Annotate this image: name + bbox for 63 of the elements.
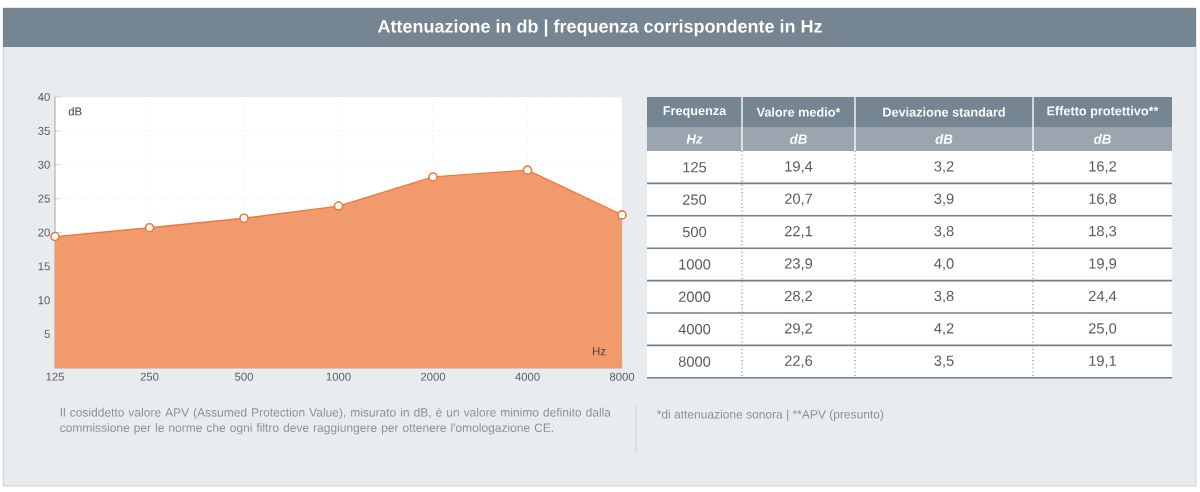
y-tick-label: 5 xyxy=(44,330,50,339)
x-tick-label: 4000 xyxy=(515,372,540,381)
text: dB xyxy=(935,134,953,144)
data-label: 28,2 xyxy=(784,290,813,303)
text: Valore medio* xyxy=(756,107,841,117)
point xyxy=(144,222,155,233)
point xyxy=(50,231,60,242)
x-tick-label: 125 xyxy=(46,372,64,381)
category-label: 125 xyxy=(683,162,707,173)
y-tick-label: 30 xyxy=(38,160,50,169)
category-label: 2000 xyxy=(678,291,711,302)
data-label: 24,4 xyxy=(1088,290,1117,303)
x-tick-label: 2000 xyxy=(420,372,446,381)
x-tick-label: 1000 xyxy=(326,372,351,381)
data-label: 18,3 xyxy=(1089,225,1117,239)
point xyxy=(428,172,438,182)
text: Il cosiddetto valore APV (Assumed Protection Value), misurato in dB, è un valore minimo definito dalla commissione per le norme che ogni filtro deve raggiungere per ottenere l'omologazione CE. xyxy=(60,407,611,435)
x-tick-label: 500 xyxy=(235,372,254,381)
point xyxy=(333,201,344,211)
category-label: 4000 xyxy=(678,324,711,335)
text: dB xyxy=(1093,134,1111,144)
x-tick-label: 8000 xyxy=(609,372,635,381)
y-tick-label: 20 xyxy=(38,228,50,237)
data-label: 20,7 xyxy=(784,193,813,206)
category-label: 250 xyxy=(683,194,707,205)
data-label: 4,0 xyxy=(934,258,954,271)
chart-title: Attenuazione in db | frequenza corrispondente in Hz xyxy=(377,19,822,37)
category-label: 500 xyxy=(682,226,707,238)
y-tick-label: 25 xyxy=(38,194,50,203)
data-label: 19,9 xyxy=(1089,258,1117,271)
data-label: 16,8 xyxy=(1089,193,1117,206)
text: Frequenza xyxy=(663,106,727,118)
data-label: 22,6 xyxy=(784,355,813,368)
data-label: 19,1 xyxy=(1089,355,1117,368)
category-label: 8000 xyxy=(678,356,711,367)
data-label: 16,2 xyxy=(1089,161,1117,174)
data-label: 23,9 xyxy=(784,258,813,271)
text: dB xyxy=(789,134,807,144)
point xyxy=(239,213,249,224)
category-label: 1000 xyxy=(679,259,711,270)
data-label: 3,5 xyxy=(934,355,954,368)
y-tick-label: 10 xyxy=(38,296,50,305)
y-axis-title: dB xyxy=(68,107,82,116)
y-tick-label: 35 xyxy=(38,126,50,135)
text: Hz xyxy=(686,134,703,144)
data-label: 3,2 xyxy=(934,161,954,174)
point xyxy=(522,165,533,175)
data-label: 3,9 xyxy=(934,193,954,206)
text: *di attenuazione sonora | **APV (presunto) xyxy=(656,409,884,421)
x-axis-title: Hz xyxy=(593,347,606,356)
y-tick-label: 15 xyxy=(38,262,50,271)
text: Effetto protettivo** xyxy=(1047,106,1159,118)
data-label: 22,1 xyxy=(784,225,813,239)
data-label: 4,2 xyxy=(934,323,954,336)
text: Deviazione standard xyxy=(883,107,1005,117)
data-label: 25,0 xyxy=(1088,323,1117,336)
data-label: 29,2 xyxy=(784,323,813,336)
data-label: 3,8 xyxy=(934,290,954,303)
data-label: 3,8 xyxy=(934,225,954,239)
point xyxy=(617,210,627,220)
x-tick-label: 250 xyxy=(140,372,159,381)
data-label: 19,4 xyxy=(785,161,813,174)
y-tick-label: 40 xyxy=(37,93,50,101)
